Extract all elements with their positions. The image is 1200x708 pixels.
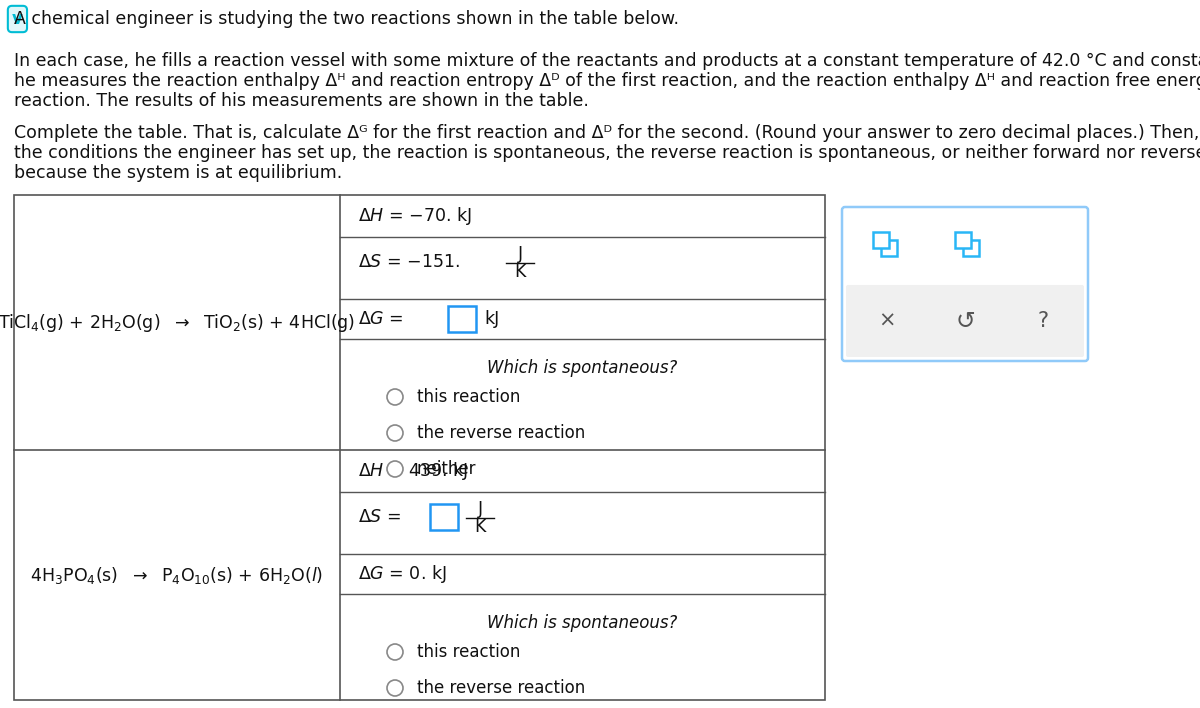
Text: $\Delta G$ =: $\Delta G$ = <box>358 310 406 328</box>
Text: reaction. The results of his measurements are shown in the table.: reaction. The results of his measurement… <box>14 92 589 110</box>
Bar <box>430 504 458 530</box>
Bar <box>448 306 476 332</box>
Bar <box>874 232 889 248</box>
Text: the conditions the engineer has set up, the reaction is spontaneous, the reverse: the conditions the engineer has set up, … <box>14 144 1200 162</box>
Text: because the system is at equilibrium.: because the system is at equilibrium. <box>14 164 342 182</box>
FancyBboxPatch shape <box>842 207 1088 361</box>
Text: 4H$_3$PO$_4$(s)  $\rightarrow$  P$_4$O$_{10}$(s) + 6H$_2$O($\it{l}$): 4H$_3$PO$_4$(s) $\rightarrow$ P$_4$O$_{1… <box>30 564 324 586</box>
Text: ↺: ↺ <box>955 309 974 333</box>
Text: K: K <box>515 263 526 281</box>
Circle shape <box>386 461 403 477</box>
Text: $\Delta S$ = $-$151.: $\Delta S$ = $-$151. <box>358 253 460 271</box>
Text: $\Delta H$ = $-$70. kJ: $\Delta H$ = $-$70. kJ <box>358 205 472 227</box>
Text: $\Delta H$ = 439. kJ: $\Delta H$ = 439. kJ <box>358 460 468 482</box>
Text: the reverse reaction: the reverse reaction <box>418 424 586 442</box>
Text: $\Delta G$ = 0. kJ: $\Delta G$ = 0. kJ <box>358 563 446 585</box>
Text: Which is spontaneous?: Which is spontaneous? <box>487 359 678 377</box>
Text: he measures the reaction enthalpy Δᴴ and reaction entropy Δᴰ of the first reacti: he measures the reaction enthalpy Δᴴ and… <box>14 72 1200 90</box>
Text: v: v <box>12 10 23 28</box>
Circle shape <box>386 644 403 660</box>
Circle shape <box>386 680 403 696</box>
Text: neither: neither <box>418 460 476 478</box>
Text: ?: ? <box>1038 311 1049 331</box>
Bar <box>14 195 826 700</box>
Bar <box>881 240 898 256</box>
Text: Which is spontaneous?: Which is spontaneous? <box>487 614 678 632</box>
Text: kJ: kJ <box>484 310 499 328</box>
Circle shape <box>386 389 403 405</box>
Text: Complete the table. That is, calculate Δᴳ for the first reaction and Δᴰ for the : Complete the table. That is, calculate Δ… <box>14 124 1200 142</box>
Text: K: K <box>474 518 486 536</box>
Text: ×: × <box>878 311 895 331</box>
Text: J: J <box>517 245 522 263</box>
Text: J: J <box>478 500 482 518</box>
Text: TiCl$_4$(g) + 2H$_2$O(g)  $\rightarrow$  TiO$_2$(s) + 4HCl(g): TiCl$_4$(g) + 2H$_2$O(g) $\rightarrow$ T… <box>0 312 355 333</box>
Text: the reverse reaction: the reverse reaction <box>418 679 586 697</box>
Text: this reaction: this reaction <box>418 643 521 661</box>
Bar <box>955 232 971 248</box>
Bar <box>964 240 979 256</box>
Circle shape <box>386 425 403 441</box>
Text: In each case, he fills a reaction vessel with some mixture of the reactants and : In each case, he fills a reaction vessel… <box>14 52 1200 70</box>
Text: A chemical engineer is studying the two reactions shown in the table below.: A chemical engineer is studying the two … <box>14 10 679 28</box>
Text: $\Delta S$ =: $\Delta S$ = <box>358 508 403 526</box>
FancyBboxPatch shape <box>846 285 1084 357</box>
Text: this reaction: this reaction <box>418 388 521 406</box>
